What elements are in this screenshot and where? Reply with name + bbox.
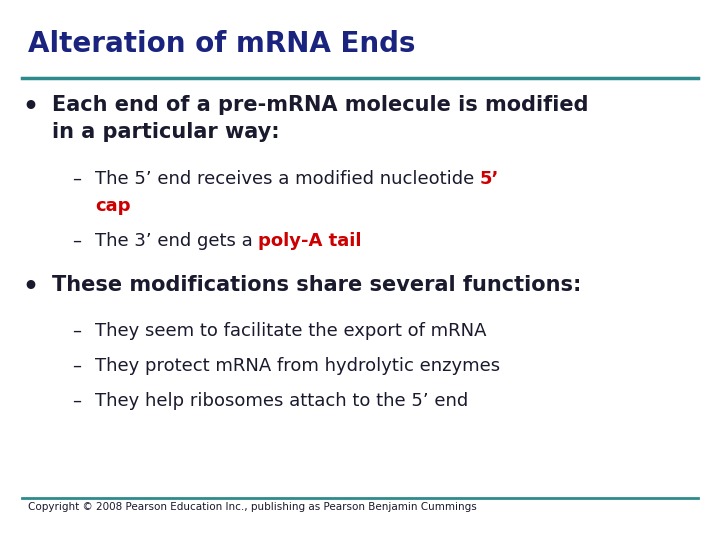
Text: •: • xyxy=(22,95,38,119)
Text: They protect mRNA from hydrolytic enzymes: They protect mRNA from hydrolytic enzyme… xyxy=(95,357,500,375)
Text: •: • xyxy=(22,275,38,299)
Text: These modifications share several functions:: These modifications share several functi… xyxy=(52,275,581,295)
Text: The 3’ end gets a: The 3’ end gets a xyxy=(95,232,258,250)
Text: cap: cap xyxy=(95,197,130,215)
Text: –: – xyxy=(72,232,81,250)
Text: They help ribosomes attach to the 5’ end: They help ribosomes attach to the 5’ end xyxy=(95,392,468,410)
Text: Copyright © 2008 Pearson Education Inc., publishing as Pearson Benjamin Cummings: Copyright © 2008 Pearson Education Inc.,… xyxy=(28,502,477,512)
Text: –: – xyxy=(72,357,81,375)
Text: –: – xyxy=(72,170,81,188)
Text: Each end of a pre-mRNA molecule is modified
in a particular way:: Each end of a pre-mRNA molecule is modif… xyxy=(52,95,588,142)
Text: 5’: 5’ xyxy=(480,170,500,188)
Text: –: – xyxy=(72,322,81,340)
Text: –: – xyxy=(72,392,81,410)
Text: Alteration of mRNA Ends: Alteration of mRNA Ends xyxy=(28,30,415,58)
Text: They seem to facilitate the export of mRNA: They seem to facilitate the export of mR… xyxy=(95,322,487,340)
Text: poly-A tail: poly-A tail xyxy=(258,232,362,250)
Text: The 5’ end receives a modified nucleotide: The 5’ end receives a modified nucleotid… xyxy=(95,170,480,188)
